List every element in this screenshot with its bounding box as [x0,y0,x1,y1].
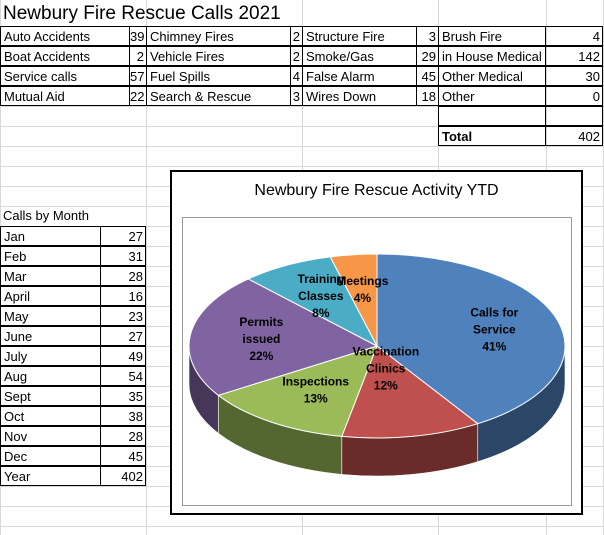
slice-data-label: issued [242,332,280,346]
call-type-label: Structure Fire [302,26,417,46]
slice-data-label: Inspections [282,375,349,389]
month-calls-value: 23 [100,306,146,326]
call-type-label: Vehicle Fires [146,46,291,66]
calls-by-month-header: Calls by Month [3,208,89,223]
call-type-count: 2 [129,46,147,66]
pie-chart[interactable]: Newbury Fire Rescue Activity YTD Calls f… [170,170,583,515]
month-calls-value: 16 [100,286,146,306]
call-type-count: 18 [416,86,439,106]
slice-data-label: Meetings [336,274,388,288]
month-label: June [0,326,101,346]
slice-data-label: 41% [482,339,506,353]
slice-data-label: 4% [354,291,372,305]
call-type-label: in House Medical [438,46,546,66]
month-label: Dec [0,446,101,466]
call-type-count: 4 [545,26,603,46]
blank-cell [545,106,603,126]
pie-slice-inspections[interactable] [217,345,378,437]
month-label: Mar [0,266,101,286]
slice-data-label: 22% [249,349,273,363]
blank-cell [438,106,546,126]
month-calls-value: 31 [100,246,146,266]
call-type-count: 29 [416,46,439,66]
slice-data-label: Training [298,272,345,286]
month-label: May [0,306,101,326]
month-calls-value: 28 [100,266,146,286]
month-label: July [0,346,101,366]
month-calls-value: 35 [100,386,146,406]
month-label: Feb [0,246,101,266]
call-type-label: Brush Fire [438,26,546,46]
plot-area: Calls for Service 41% Vaccination Clinics 12%… [182,217,572,506]
call-type-label: Wires Down [302,86,417,106]
chart-title: Newbury Fire Rescue Activity YTD [254,182,499,199]
call-type-count: 22 [129,86,147,106]
slice-data-label: Permits [239,315,283,329]
call-type-label: Boat Accidents [0,46,130,66]
month-calls-value: 28 [100,426,146,446]
pie-slice-permits-issued[interactable] [188,278,379,396]
slice-data-label: Service [473,322,516,336]
month-calls-value: 402 [100,466,146,486]
slice-data-label: Vaccination [352,345,419,359]
call-type-label: False Alarm [302,66,417,86]
call-type-count: 3 [416,26,439,46]
month-calls-value: 45 [100,446,146,466]
slice-data-label: 8% [312,306,330,320]
call-type-label: Other [438,86,546,106]
slice-data-label: 12% [374,379,398,393]
call-type-count: 142 [545,46,603,66]
call-type-count: 57 [129,66,147,86]
month-label: Aug [0,366,101,386]
call-type-count: 39 [129,26,147,46]
month-label: April [0,286,101,306]
pie-slice-calls-for-service[interactable] [376,253,566,425]
month-calls-value: 27 [100,326,146,346]
month-calls-value: 38 [100,406,146,426]
month-label: Jan [0,226,101,246]
month-calls-value: 49 [100,346,146,366]
slice-data-label: 13% [304,392,328,406]
total-label: Total [438,126,546,146]
call-type-count: 45 [416,66,439,86]
slice-data-label: Calls for [470,305,518,319]
month-calls-value: 54 [100,366,146,386]
sheet-title: Newbury Fire Rescue Calls 2021 [3,3,281,24]
month-label: Nov [0,426,101,446]
month-label: Sept [0,386,101,406]
month-label: Year [0,466,101,486]
slice-data-label: Classes [298,289,344,303]
pie-svg: Calls for Service 41% Vaccination Clinics 12%… [188,253,566,477]
pie-slice-vaccination-clinics[interactable] [341,345,479,439]
call-type-label: Mutual Aid [0,86,130,106]
call-type-label: Other Medical [438,66,546,86]
call-type-label: Search & Rescue [146,86,291,106]
call-type-label: Smoke/Gas [302,46,417,66]
slice-data-label: Clinics [366,362,406,376]
call-type-label: Service calls [0,66,130,86]
month-calls-value: 27 [100,226,146,246]
month-label: Oct [0,406,101,426]
call-type-label: Fuel Spills [146,66,291,86]
pie-slice-meetings[interactable] [329,253,378,347]
call-type-count: 30 [545,66,603,86]
total-value: 402 [545,126,603,146]
call-type-label: Auto Accidents [0,26,130,46]
call-type-count: 0 [545,86,603,106]
call-type-label: Chimney Fires [146,26,291,46]
pie-slice-training-classes[interactable] [247,256,379,348]
